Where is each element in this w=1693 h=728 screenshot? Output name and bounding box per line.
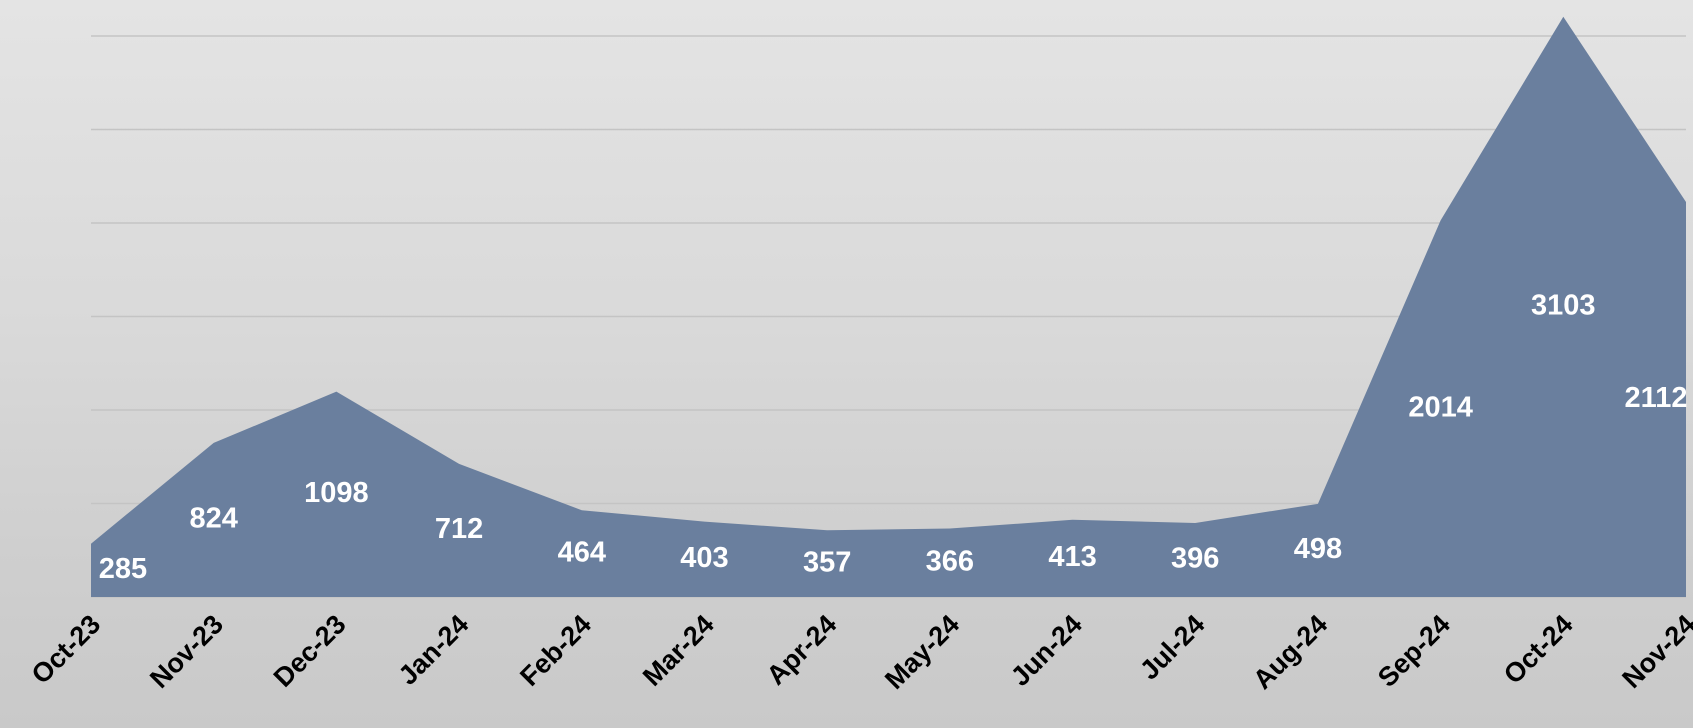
x-tick-label: Aug-24 [1247,609,1333,695]
data-label: 464 [558,536,606,568]
data-label: 413 [1048,541,1096,573]
x-tick-label: Apr-24 [761,609,843,691]
x-tick-label: Dec-23 [268,609,352,693]
data-label: 2014 [1408,391,1473,423]
x-tick-label: Jan-24 [393,609,475,691]
data-label: 498 [1294,533,1342,565]
data-label: 285 [99,553,147,585]
x-tick-label: Nov-23 [144,609,229,694]
data-label: 712 [435,513,483,545]
x-tick-label: Nov-24 [1616,609,1693,694]
data-label: 824 [189,503,237,535]
x-tick-label: Jul-24 [1134,609,1210,685]
data-label: 3103 [1531,290,1596,322]
x-tick-label: Jun-24 [1005,609,1088,692]
x-tick-label: Oct-24 [1498,609,1579,690]
x-tick-label: May-24 [879,609,965,695]
data-label: 403 [680,542,728,574]
x-tick-label: Feb-24 [514,609,597,692]
data-label: 2112 [1625,382,1688,414]
x-tick-label: Mar-24 [637,609,720,692]
data-label: 357 [803,546,851,578]
data-label: 1098 [304,477,369,509]
data-label: 366 [926,545,974,577]
x-tick-label: Oct-23 [26,609,107,690]
data-label: 396 [1171,543,1219,575]
area [91,16,1686,597]
x-tick-label: Sep-24 [1372,609,1456,693]
